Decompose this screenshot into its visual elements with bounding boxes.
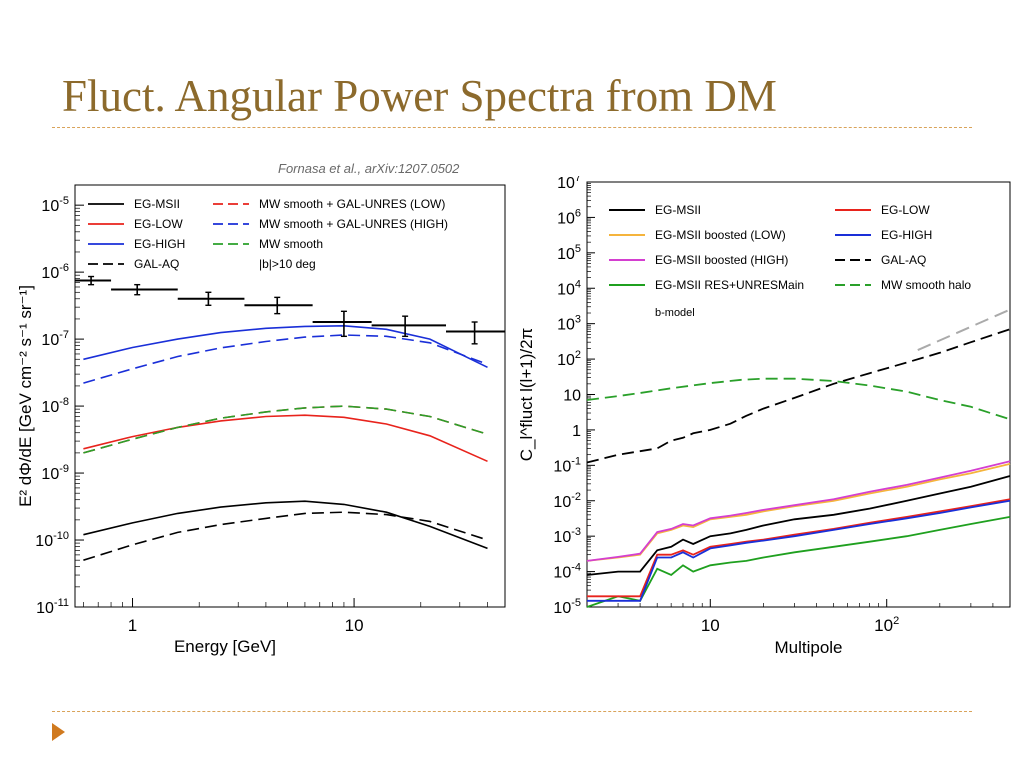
series-line-0 [83, 500, 488, 550]
y-tick-label: 10 [563, 388, 581, 405]
data-point [177, 291, 245, 306]
x-axis-label: Energy [GeV] [174, 637, 276, 656]
y-axis-label: E² dΦ/dE [GeV cm⁻² s⁻¹ sr⁻¹] [16, 285, 35, 507]
legend-note: b-model [655, 307, 695, 319]
series-line-0 [586, 475, 1011, 576]
legend-label: EG-LOW [134, 217, 183, 231]
y-tick-label: 10-6 [41, 262, 69, 282]
y-tick-label: 10-3 [553, 526, 581, 546]
slide-title: Fluct. Angular Power Spectra from DM [62, 71, 777, 121]
legend-label: EG-MSII boosted (LOW) [655, 228, 786, 242]
plot-frame [586, 181, 1011, 608]
x-tick-label: 102 [874, 615, 899, 635]
y-tick-label: 104 [557, 278, 581, 298]
y-axis-label: C_l^fluct l(l+1)/2π [517, 328, 536, 462]
legend-label: MW smooth [259, 237, 323, 251]
y-tick-label: 106 [557, 207, 581, 227]
y-tick-label: 105 [557, 243, 581, 263]
legend-label: EG-MSII [134, 197, 180, 211]
y-tick-label: 10-9 [41, 463, 69, 483]
triangle-right-icon [52, 723, 65, 741]
series-line-5 [587, 499, 1011, 602]
y-tick-label: 1 [572, 423, 581, 440]
series-line-6 [83, 405, 488, 454]
plot-frame [74, 184, 506, 608]
series-line-3 [586, 516, 1011, 608]
series-line-5 [83, 334, 488, 384]
legend-label: EG-MSII RES+UNRESMain [655, 278, 804, 292]
data-point [312, 310, 372, 338]
legend-label: GAL-AQ [134, 257, 179, 271]
legend-label: EG-MSII boosted (HIGH) [655, 253, 788, 267]
y-tick-label: 10-8 [41, 396, 69, 416]
y-tick-label: 10-10 [35, 530, 69, 550]
legend-note: |b|>10 deg [259, 257, 316, 271]
y-tick-label: 102 [557, 349, 581, 369]
series-line-2 [586, 460, 1011, 562]
y-tick-label: 107 [557, 176, 581, 192]
angular-power-chart: 10-5 10-4 10-3 10-2 10-1 1 10 102 103 104 105 106 10… [517, 176, 1011, 657]
series-line-1 [83, 414, 488, 463]
y-tick-label: 10-4 [553, 562, 581, 582]
bottom-divider [52, 711, 972, 712]
y-tick-label: 10-7 [41, 329, 69, 349]
data-point [371, 315, 447, 338]
x-tick-label: 10 [345, 616, 364, 635]
legend-label: GAL-AQ [881, 253, 926, 267]
y-tick-label: 10-5 [553, 597, 581, 617]
x-tick-label: 1 [128, 616, 137, 635]
series-line-2 [83, 324, 488, 369]
data-point [244, 296, 313, 315]
legend-label: MW smooth + GAL-UNRES (LOW) [259, 197, 445, 211]
x-axis-label: Multipole [774, 638, 842, 657]
energy-spectrum-chart: 10-11 10-10 10-9 10-8 10-7 10-6 10-5 1 10 Energy … [16, 184, 506, 656]
data-point [446, 321, 505, 345]
y-tick-label: 10-5 [41, 195, 69, 215]
y-tick-label: 10-11 [36, 597, 69, 617]
series-line-3 [83, 511, 488, 561]
legend-label: MW smooth halo [881, 278, 971, 292]
data-point [75, 275, 112, 286]
x-tick-label: 10 [701, 616, 720, 635]
series-line-6 [586, 328, 1011, 464]
legend-label: EG-LOW [881, 203, 930, 217]
y-tick-label: 10-2 [553, 491, 581, 511]
data-point [111, 283, 178, 296]
legend-label: MW smooth + GAL-UNRES (HIGH) [259, 217, 448, 231]
legend-label: EG-HIGH [881, 228, 932, 242]
series-line-7 [586, 377, 1011, 421]
legend-label: EG-MSII [655, 203, 701, 217]
y-tick-label: 10-1 [553, 455, 581, 475]
series-line-4 [587, 498, 1011, 598]
legend-label: EG-HIGH [134, 237, 185, 251]
citation: Fornasa et al., arXiv:1207.0502 [278, 161, 460, 176]
gal-aq-extrapolation-line [917, 308, 1011, 351]
y-tick-label: 103 [557, 314, 581, 334]
top-divider [52, 127, 972, 128]
